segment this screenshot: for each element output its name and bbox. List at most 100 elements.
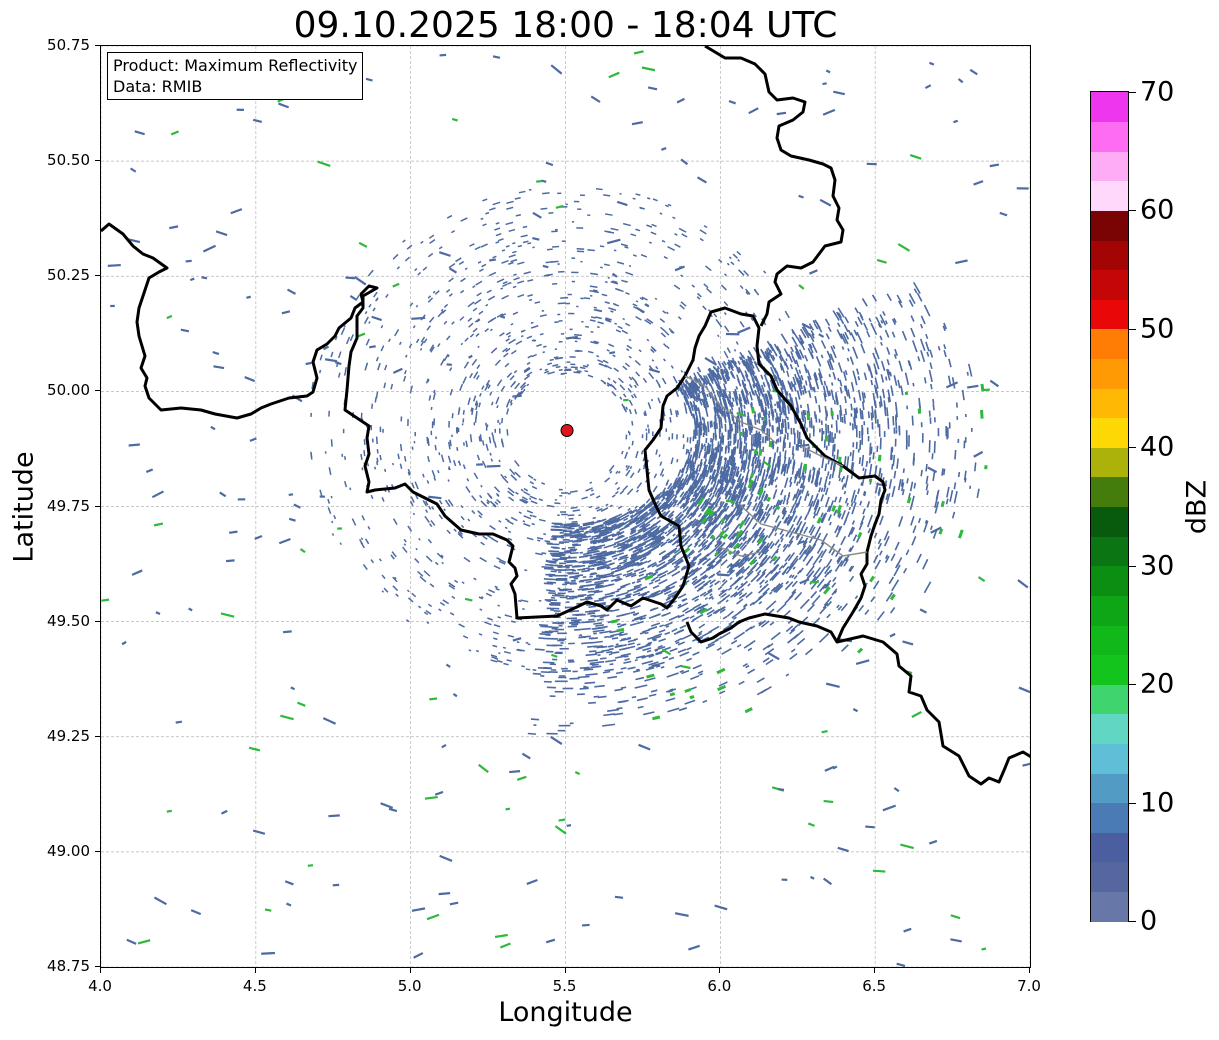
radar-echo	[674, 265, 685, 272]
radar-echo	[202, 244, 217, 253]
radar-echo	[582, 576, 587, 579]
radar-echo	[835, 398, 839, 406]
radar-echo	[854, 408, 858, 419]
radar-echo	[823, 380, 827, 386]
radar-echo	[689, 694, 695, 700]
radar-echo	[539, 632, 551, 636]
radar-echo	[674, 389, 680, 397]
radar-echo	[836, 414, 839, 420]
radar-echo	[928, 369, 933, 382]
radar-echo	[840, 536, 847, 546]
radar-echo	[657, 570, 669, 577]
radar-echo	[697, 512, 703, 518]
y-tick-label: 49.25	[47, 726, 90, 745]
radar-echo	[580, 194, 585, 197]
radar-echo	[796, 443, 810, 448]
radar-echo	[725, 513, 731, 521]
radar-echo	[784, 594, 794, 605]
radar-echo	[844, 475, 849, 488]
radar-echo	[708, 444, 712, 454]
radar-echo	[714, 904, 728, 911]
radar-echo	[759, 441, 762, 449]
radar-echo	[717, 573, 729, 577]
radar-echo	[658, 573, 667, 579]
radar-echo	[668, 604, 674, 609]
radar-echo	[812, 425, 815, 433]
radar-echo	[538, 637, 546, 640]
radar-echo	[610, 383, 615, 389]
radar-echo	[772, 509, 777, 516]
radar-echo	[808, 390, 812, 399]
radar-echo	[807, 493, 810, 497]
radar-echo	[775, 370, 780, 377]
radar-echo	[634, 505, 638, 509]
radar-echo	[784, 409, 788, 419]
radar-echo	[622, 317, 625, 321]
radar-echo	[702, 423, 705, 431]
radar-echo	[754, 482, 758, 488]
radar-echo	[715, 555, 725, 564]
radar-echo	[153, 896, 167, 906]
radar-echo	[448, 262, 456, 269]
radar-echo	[679, 593, 687, 599]
radar-echo	[497, 604, 500, 607]
radar-echo	[857, 647, 864, 654]
radar-echo	[804, 648, 813, 656]
radar-echo	[527, 355, 533, 359]
radar-echo	[475, 280, 483, 286]
radar-echo	[906, 478, 909, 484]
radar-echo	[708, 574, 713, 580]
radar-echo	[686, 461, 691, 470]
radar-echo	[429, 344, 435, 352]
radar-echo	[790, 648, 796, 653]
radar-echo	[829, 353, 835, 363]
radar-echo	[707, 368, 715, 380]
radar-echo	[832, 765, 838, 770]
radar-echo	[911, 710, 922, 718]
radar-echo	[552, 282, 558, 285]
radar-echo	[432, 392, 436, 400]
radar-echo	[838, 513, 842, 519]
radar-echo	[830, 389, 835, 401]
radar-echo	[475, 403, 479, 411]
radar-echo	[475, 332, 480, 337]
radar-echo	[602, 533, 615, 539]
radar-echo	[581, 635, 591, 638]
radar-echo	[494, 501, 499, 505]
radar-echo	[533, 724, 537, 727]
radar-echo	[641, 523, 648, 529]
radar-echo	[859, 500, 863, 506]
radar-echo	[443, 508, 446, 512]
radar-echo	[610, 525, 616, 529]
radar-echo	[632, 612, 640, 616]
radar-echo	[383, 382, 387, 389]
radar-echo	[412, 512, 416, 516]
radar-echo	[546, 732, 558, 735]
radar-echo	[680, 478, 689, 491]
radar-echo	[641, 523, 646, 528]
radar-echo	[631, 376, 638, 383]
radar-echo	[888, 576, 895, 585]
radar-echo	[539, 368, 543, 371]
radar-echo	[623, 660, 632, 664]
radar-echo	[776, 458, 780, 468]
map-plot-area[interactable]: Product: Maximum Reflectivity Data: RMIB	[100, 45, 1031, 968]
radar-echo	[747, 365, 753, 376]
radar-echo	[427, 603, 433, 608]
radar-echo	[593, 306, 597, 309]
radar-echo	[449, 388, 454, 396]
radar-echo	[727, 361, 735, 372]
radar-echo	[448, 582, 456, 588]
radar-echo	[428, 523, 433, 528]
radar-echo	[415, 494, 419, 500]
radar-echo	[630, 574, 637, 578]
radar-echo	[893, 375, 898, 386]
radar-echo	[541, 482, 546, 485]
radar-echo	[431, 506, 435, 510]
radar-echo	[801, 326, 810, 339]
radar-echo	[610, 608, 620, 613]
radar-echo	[610, 310, 614, 313]
radar-echo	[474, 400, 478, 406]
radar-echo	[839, 386, 843, 394]
radar-echo	[957, 471, 961, 478]
